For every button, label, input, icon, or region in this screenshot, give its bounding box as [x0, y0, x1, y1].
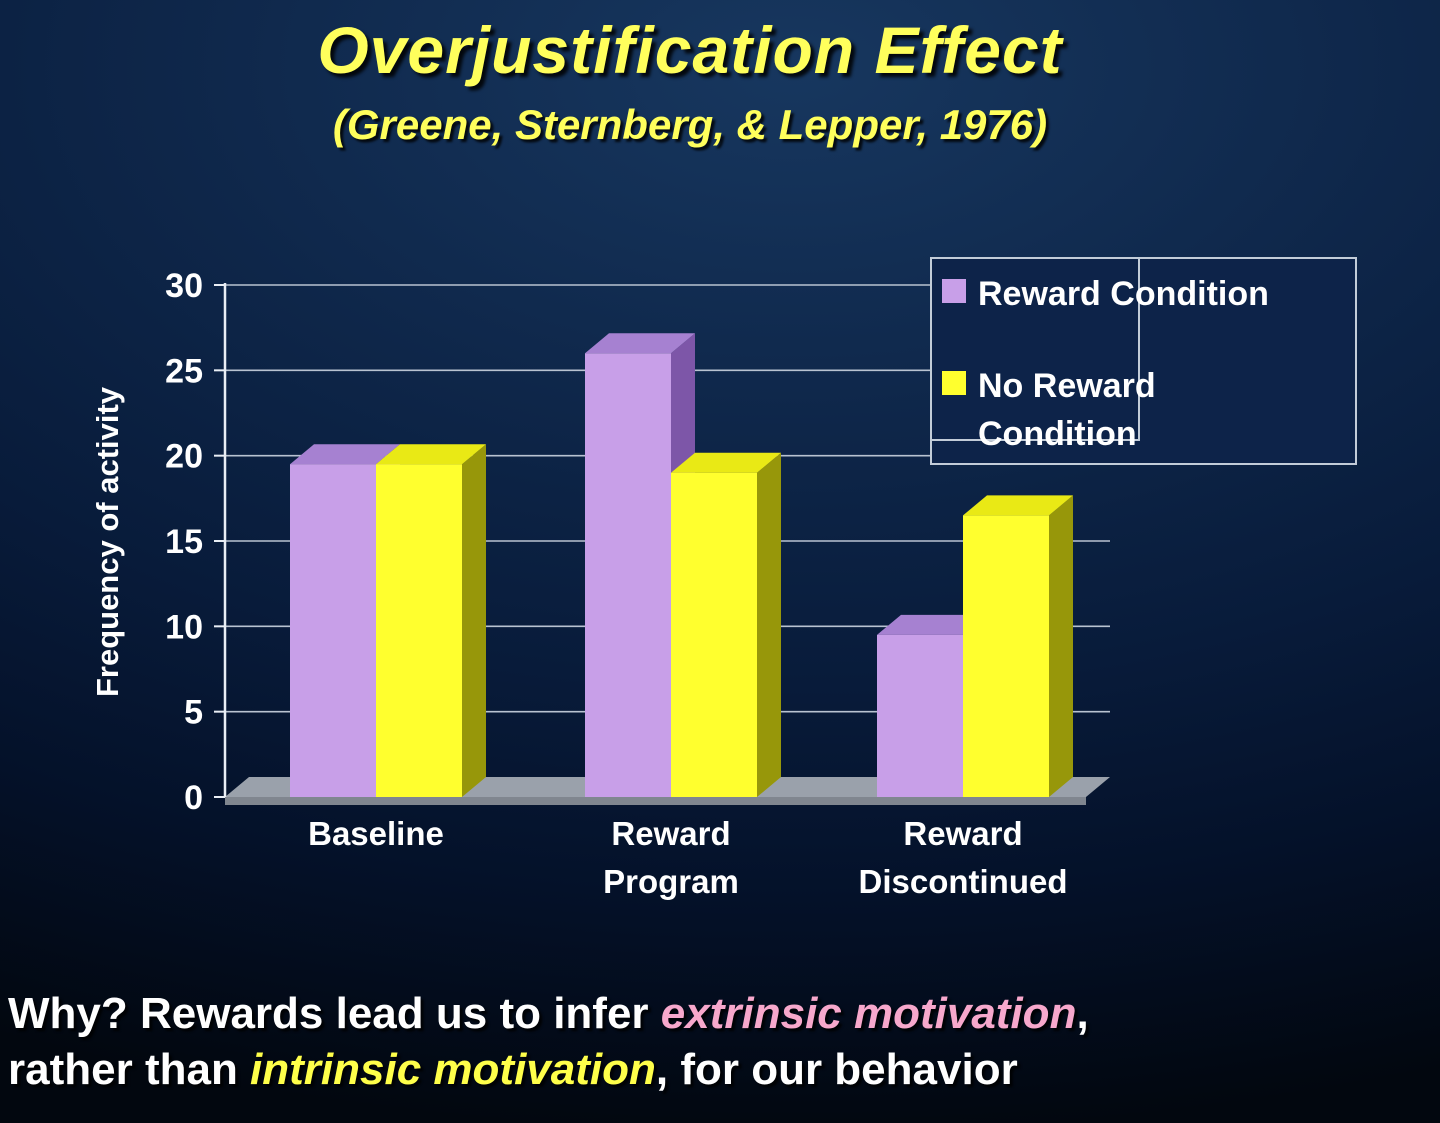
- legend-swatch: [942, 279, 966, 303]
- legend-label: No Reward Condition: [978, 367, 1156, 453]
- bar-side: [757, 452, 781, 797]
- bar-top: [290, 444, 400, 465]
- bar-side: [462, 444, 486, 797]
- bar: [290, 464, 376, 797]
- slide-subtitle: (Greene, Sternberg, & Lepper, 1976): [332, 101, 1048, 148]
- legend-item: Reward Condition: [942, 271, 1269, 319]
- category-label: Reward: [903, 815, 1022, 852]
- category-label: Baseline: [308, 815, 444, 852]
- bar-top: [671, 452, 781, 473]
- bar: [671, 472, 757, 797]
- y-tick-label: 25: [165, 352, 203, 390]
- bar: [963, 515, 1049, 797]
- bar-top: [877, 614, 987, 635]
- y-tick-label: 5: [184, 694, 203, 732]
- bar-top: [585, 333, 695, 354]
- footer-segment: , for our behavior: [655, 1045, 1018, 1095]
- y-tick-label: 0: [184, 779, 203, 817]
- bar: [877, 634, 963, 797]
- bar-top: [376, 444, 486, 465]
- bar-side: [1049, 495, 1073, 797]
- y-tick-label: 10: [165, 608, 203, 646]
- slide-title: Overjustification Effect: [317, 13, 1063, 87]
- legend-swatch: [942, 371, 966, 395]
- legend-item: No Reward Condition: [942, 363, 1238, 458]
- footer-text: Why? Rewards lead us to infer extrinsic …: [8, 986, 1436, 1099]
- footer-segment: rather than: [8, 1045, 251, 1095]
- category-label: Program: [603, 863, 739, 900]
- chart-floor-edge: [225, 797, 1086, 805]
- bar: [585, 353, 671, 797]
- y-tick-label: 30: [165, 267, 203, 305]
- bar-top: [963, 495, 1073, 516]
- footer-emphasis: intrinsic motivation: [250, 1045, 656, 1095]
- footer-segment: ,: [1076, 989, 1089, 1038]
- category-label: Discontinued: [858, 863, 1067, 900]
- y-axis-title: Frequency of activity: [90, 386, 125, 697]
- legend-label: Reward Condition: [978, 275, 1269, 313]
- category-label: Reward: [611, 815, 730, 852]
- footer-emphasis: extrinsic motivation: [660, 989, 1077, 1038]
- y-tick-label: 20: [165, 438, 203, 476]
- chart-legend: Reward Condition No Reward Condition: [930, 257, 1357, 465]
- y-tick-label: 15: [165, 523, 203, 561]
- footer-segment: Why? Rewards lead us to infer: [8, 989, 661, 1038]
- bar: [376, 464, 462, 797]
